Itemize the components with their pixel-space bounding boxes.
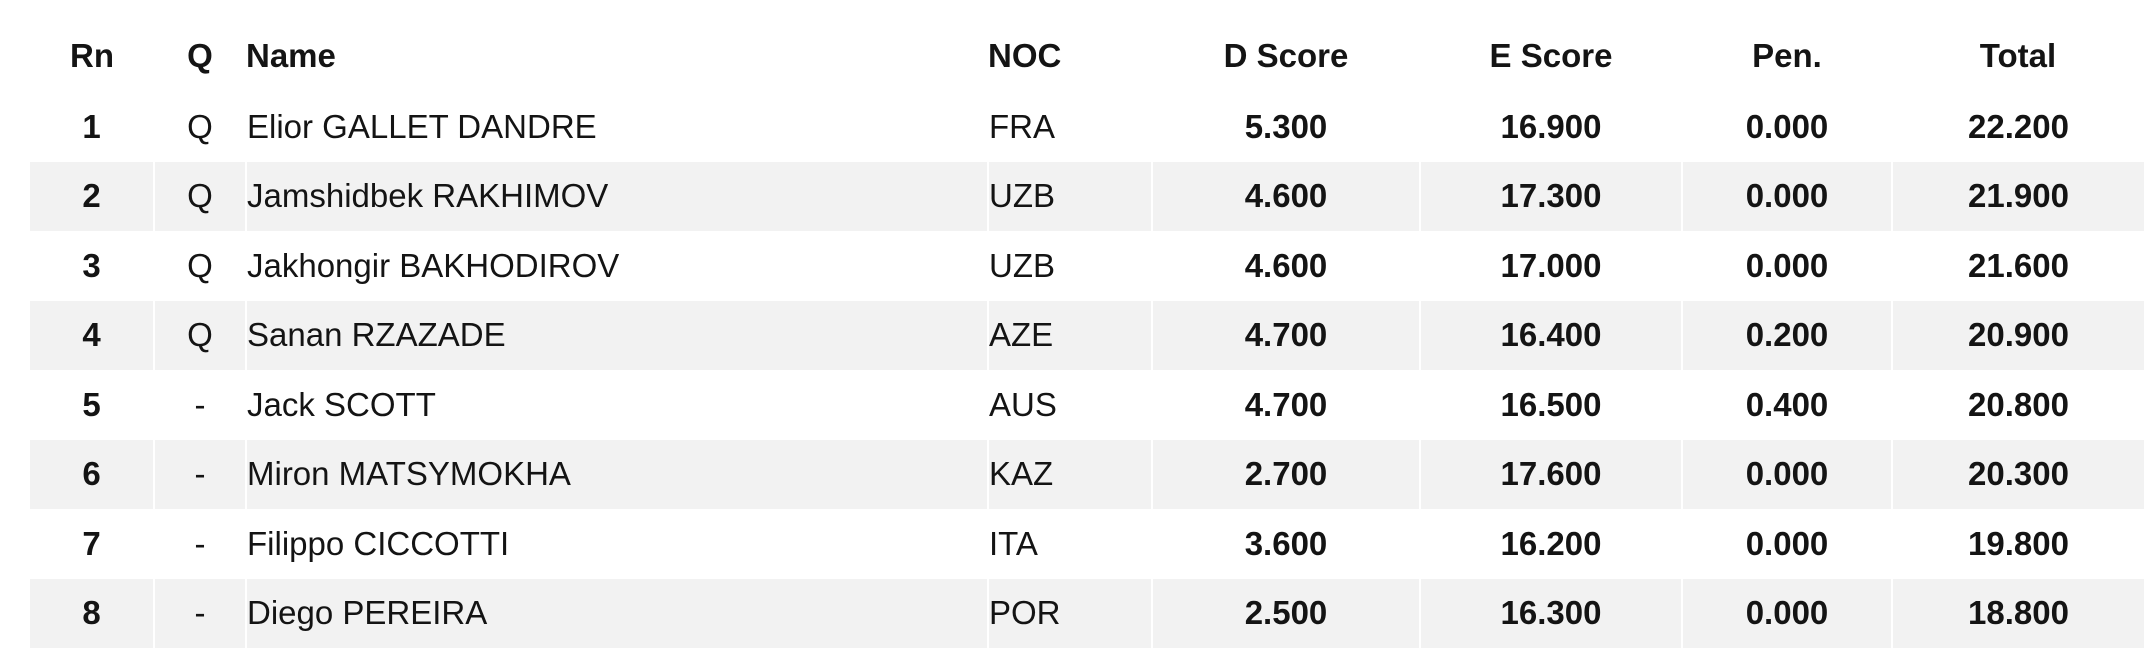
athlete-name-cell: Jamshidbek RAKHIMOV — [246, 161, 989, 231]
noc-cell: FRA — [988, 92, 1153, 162]
noc-cell: AZE — [988, 300, 1153, 370]
header-name: Name — [246, 37, 336, 74]
rank-cell: 3 — [30, 231, 155, 301]
total-cell: 18.800 — [1892, 578, 2144, 648]
noc-cell: KAZ — [988, 439, 1153, 509]
header-rn: Rn — [70, 37, 114, 74]
total-cell: 21.900 — [1892, 161, 2144, 231]
noc-cell: ITA — [988, 509, 1153, 579]
d-score-cell: 4.700 — [1152, 300, 1421, 370]
athlete-name-cell: Elior GALLET DANDRE — [246, 92, 989, 162]
d-score-cell: 2.700 — [1152, 439, 1421, 509]
header-total: Total — [1979, 37, 2057, 74]
table-row: 3 Q Jakhongir BAKHODIROV UZB 4.600 17.00… — [30, 231, 2144, 301]
qualified-cell: - — [154, 439, 247, 509]
qualified-cell: - — [154, 578, 247, 648]
e-score-cell: 17.000 — [1420, 231, 1683, 301]
penalty-cell: 0.000 — [1682, 161, 1893, 231]
noc-cell: UZB — [988, 231, 1153, 301]
d-score-cell: 4.600 — [1152, 161, 1421, 231]
rank-cell: 7 — [30, 509, 155, 579]
rank-cell: 6 — [30, 439, 155, 509]
d-score-cell: 3.600 — [1152, 509, 1421, 579]
penalty-cell: 0.400 — [1682, 370, 1893, 440]
rank-cell: 8 — [30, 578, 155, 648]
header-noc: NOC — [988, 37, 1062, 74]
table-row: 1 Q Elior GALLET DANDRE FRA 5.300 16.900… — [30, 92, 2144, 162]
total-cell: 20.900 — [1892, 300, 2144, 370]
rank-cell: 1 — [30, 92, 155, 162]
penalty-cell: 0.000 — [1682, 509, 1893, 579]
d-score-cell: 4.600 — [1152, 231, 1421, 301]
table-header: Rn Q Name NOC D Score E Score Pen. Total — [30, 20, 2144, 92]
total-cell: 20.300 — [1892, 439, 2144, 509]
qualified-cell: Q — [154, 231, 247, 301]
athlete-name-cell: Miron MATSYMOKHA — [246, 439, 989, 509]
qualified-cell: Q — [154, 300, 247, 370]
e-score-cell: 16.400 — [1420, 300, 1683, 370]
header-e-score: E Score — [1489, 37, 1613, 74]
table-body: 1 Q Elior GALLET DANDRE FRA 5.300 16.900… — [30, 92, 2144, 648]
qualified-cell: Q — [154, 161, 247, 231]
e-score-cell: 17.300 — [1420, 161, 1683, 231]
total-cell: 19.800 — [1968, 524, 2069, 562]
penalty-cell: 0.000 — [1682, 92, 1893, 162]
e-score-cell: 16.200 — [1420, 509, 1683, 579]
rank-cell: 4 — [30, 300, 155, 370]
qualified-cell: Q — [154, 92, 247, 162]
table-row: 7 - Filippo CICCOTTI ITA 3.600 16.200 0.… — [30, 509, 2144, 579]
e-score-cell: 16.500 — [1420, 370, 1683, 440]
table-row: 5 - Jack SCOTT AUS 4.700 16.500 0.400 20… — [30, 370, 2144, 440]
header-row: Rn Q Name NOC D Score E Score Pen. Total — [30, 20, 2144, 92]
total-cell: 22.200 — [1968, 107, 2069, 145]
noc-cell: POR — [988, 578, 1153, 648]
table-row: 6 - Miron MATSYMOKHA KAZ 2.700 17.600 0.… — [30, 439, 2144, 509]
table-row: 8 - Diego PEREIRA POR 2.500 16.300 0.000… — [30, 578, 2144, 648]
noc-cell: UZB — [988, 161, 1153, 231]
d-score-cell: 2.500 — [1152, 578, 1421, 648]
penalty-cell: 0.000 — [1682, 439, 1893, 509]
penalty-cell: 0.200 — [1682, 300, 1893, 370]
table-row: 4 Q Sanan RZAZADE AZE 4.700 16.400 0.200… — [30, 300, 2144, 370]
e-score-cell: 17.600 — [1420, 439, 1683, 509]
e-score-cell: 16.900 — [1420, 92, 1683, 162]
athlete-name-cell: Sanan RZAZADE — [246, 300, 989, 370]
header-penalty: Pen. — [1752, 37, 1822, 74]
rank-cell: 5 — [30, 370, 155, 440]
athlete-name-cell: Jack SCOTT — [246, 370, 989, 440]
athlete-name-cell: Jakhongir BAKHODIROV — [246, 231, 989, 301]
qualified-cell: - — [154, 509, 247, 579]
e-score-cell: 16.300 — [1420, 578, 1683, 648]
athlete-name-cell: Filippo CICCOTTI — [246, 509, 989, 579]
noc-cell: AUS — [988, 370, 1153, 440]
d-score-cell: 5.300 — [1152, 92, 1421, 162]
total-cell: 21.600 — [1968, 246, 2069, 284]
header-q: Q — [187, 37, 213, 74]
qualified-cell: - — [154, 370, 247, 440]
d-score-cell: 4.700 — [1152, 370, 1421, 440]
penalty-cell: 0.000 — [1682, 231, 1893, 301]
rank-cell: 2 — [30, 161, 155, 231]
penalty-cell: 0.000 — [1682, 578, 1893, 648]
athlete-name-cell: Diego PEREIRA — [246, 578, 989, 648]
total-cell: 20.800 — [1968, 385, 2069, 423]
table-row: 2 Q Jamshidbek RAKHIMOV UZB 4.600 17.300… — [30, 161, 2144, 231]
results-table: Rn Q Name NOC D Score E Score Pen. Total… — [30, 20, 2144, 648]
header-d-score: D Score — [1223, 37, 1349, 74]
